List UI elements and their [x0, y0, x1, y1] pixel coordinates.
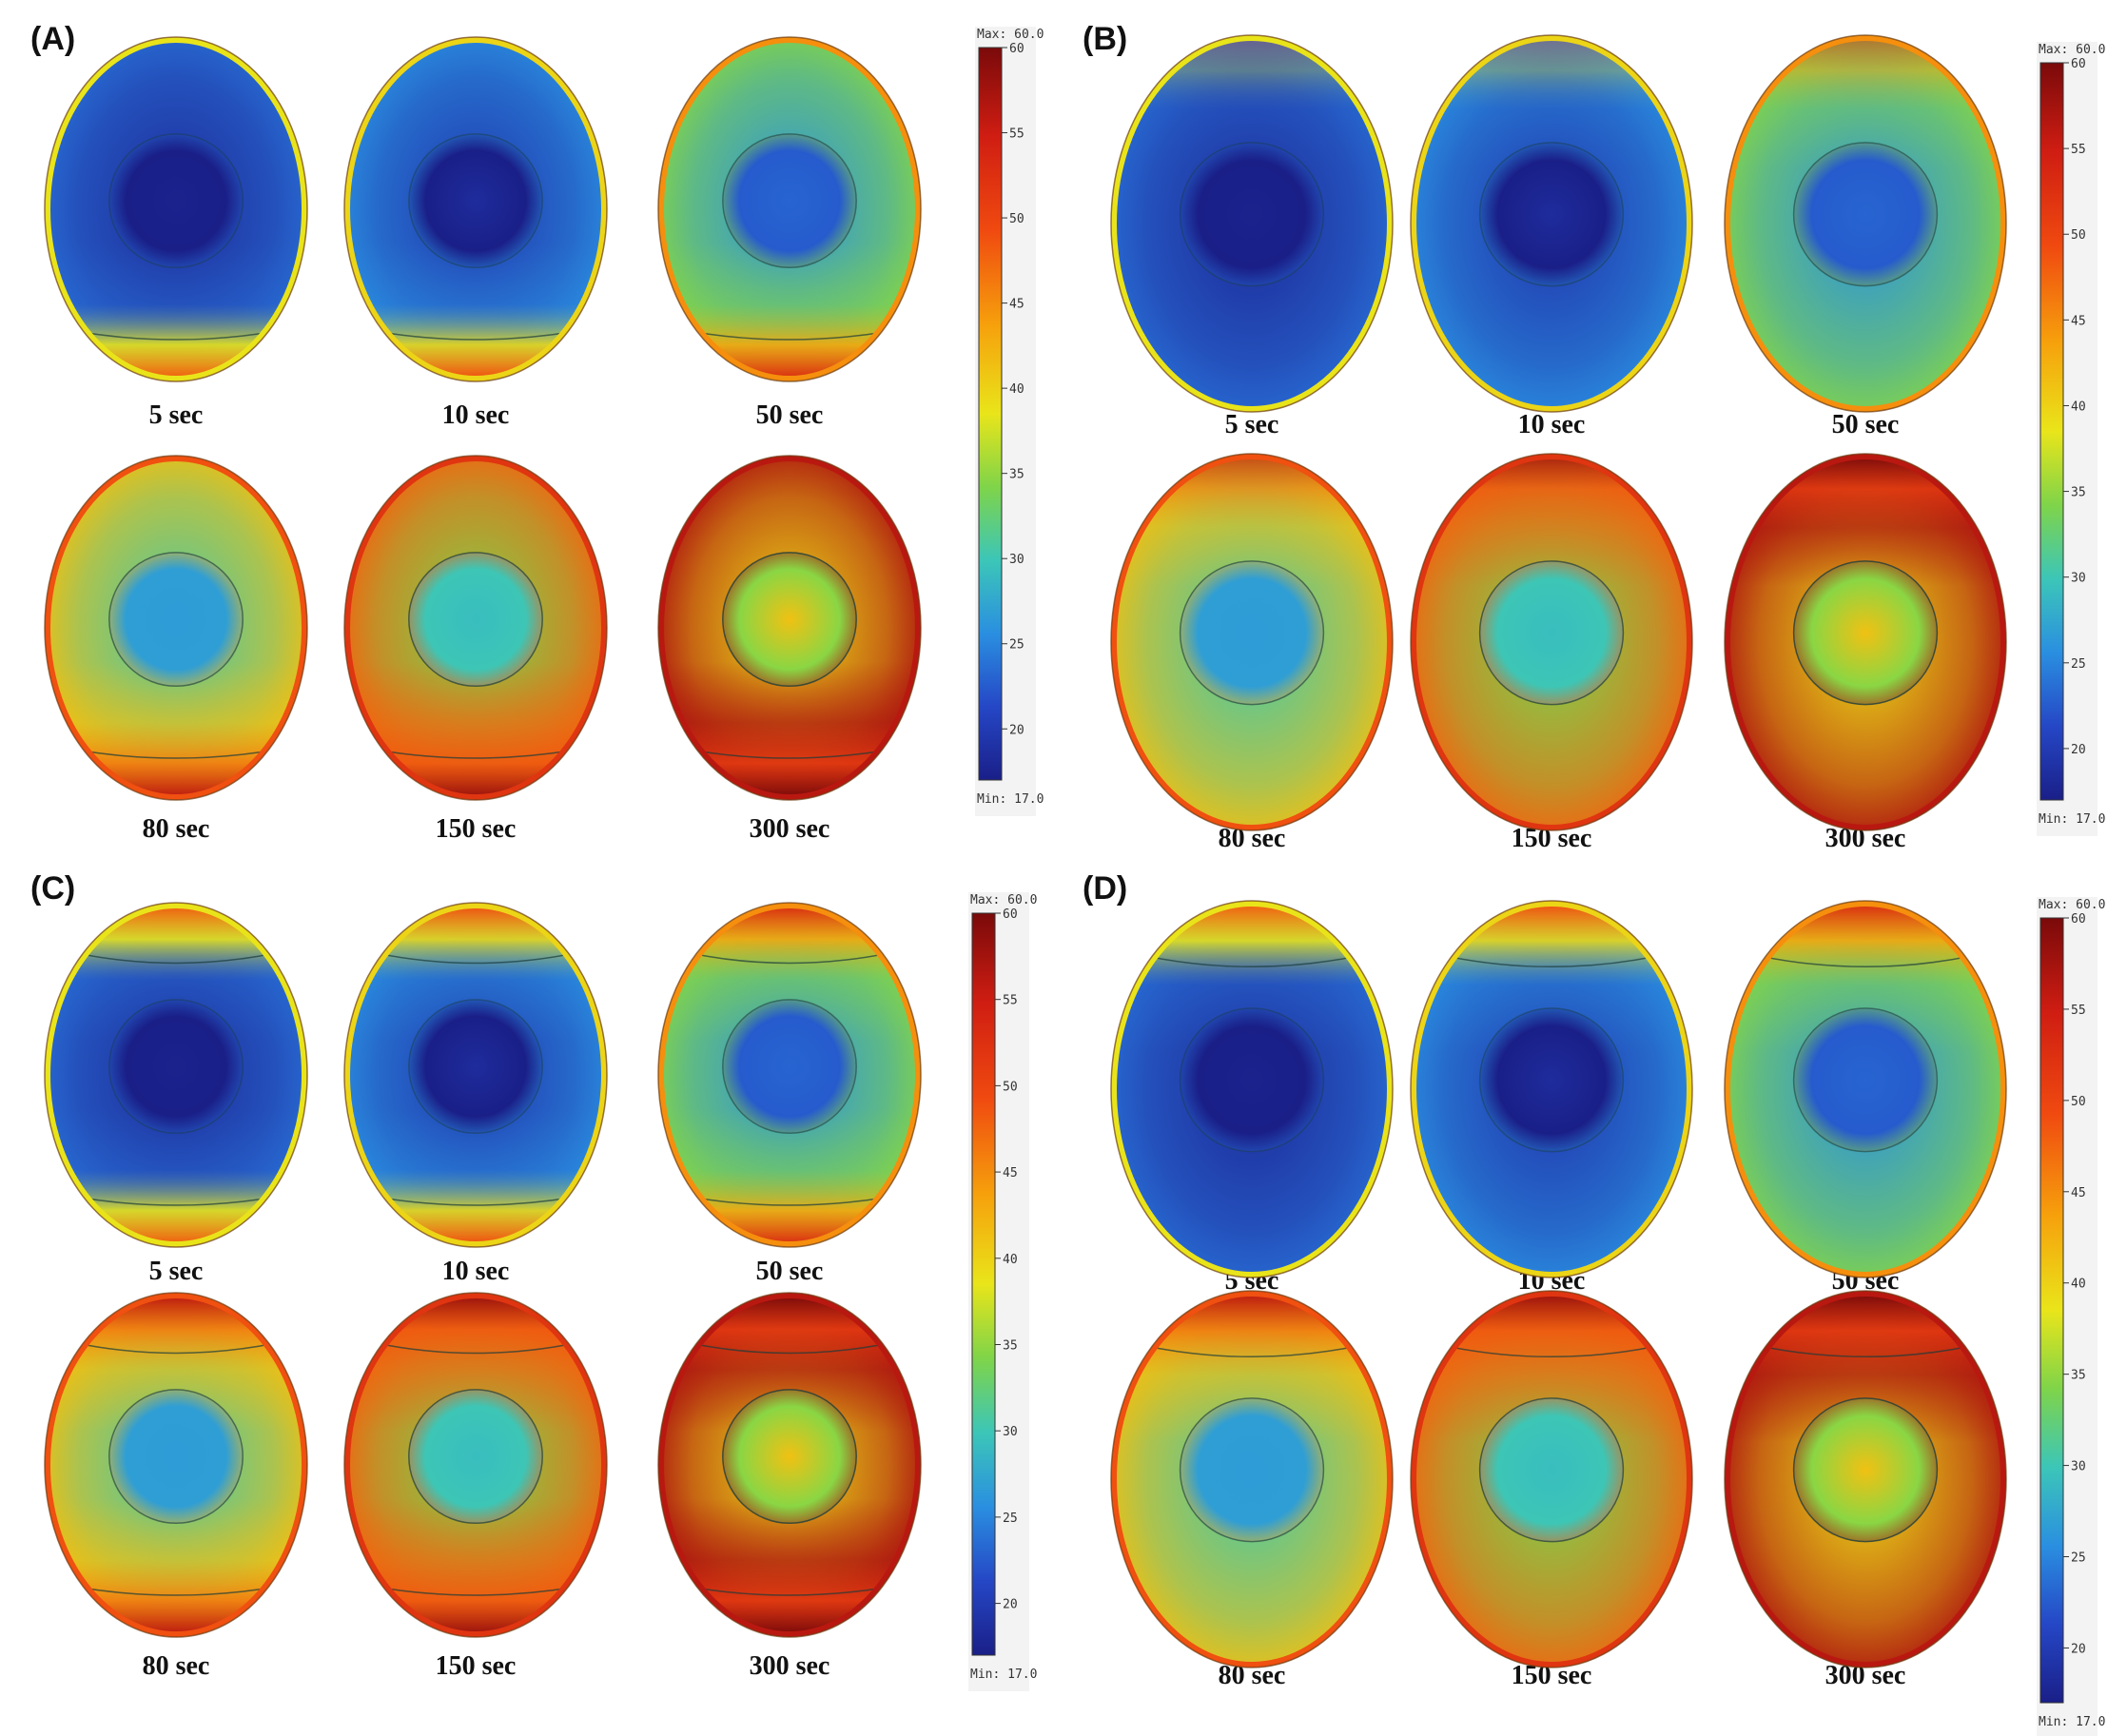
- time-label: 5 sec: [149, 1257, 204, 1286]
- time-label: 10 sec: [1518, 410, 1586, 439]
- colorbar-tick: 30: [1003, 1425, 1018, 1439]
- colorbar-min-label: Min: 17.0: [2039, 1715, 2105, 1729]
- colorbar-min-label: Min: 17.0: [970, 1668, 1037, 1682]
- time-label: 150 sec: [436, 814, 517, 844]
- colorbar: Max: 60.060 55 50 45 40 35 30 25 20 Min: 17.0: [2037, 897, 2105, 1736]
- egg-5-sec: [1110, 34, 1394, 413]
- colorbar: Max: 60.060 55 50 45 40 35 30 25 20 Min: 17.0: [968, 892, 1037, 1691]
- egg-50-sec: [1724, 34, 2007, 413]
- colorbar-tick: 25: [1003, 1512, 1018, 1526]
- colorbar-tick: 20: [2071, 743, 2086, 757]
- egg-80-sec: [44, 455, 308, 801]
- colorbar-tick: 20: [2071, 1642, 2086, 1656]
- time-label: 300 sec: [750, 1651, 830, 1681]
- colorbar-tick: 55: [1009, 127, 1024, 142]
- colorbar-tick: 25: [2071, 657, 2086, 672]
- panel-label: (D): [1083, 870, 1127, 907]
- colorbar-tick: 40: [1003, 1253, 1018, 1267]
- time-label: 50 sec: [1832, 410, 1900, 439]
- colorbar-tick: 30: [1009, 553, 1024, 567]
- egg-5-sec: [44, 36, 308, 382]
- egg-300-sec: [1724, 1290, 2007, 1668]
- colorbar-max-label: Max: 60.0: [2039, 898, 2105, 912]
- colorbar-max-label: Max: 60.0: [970, 893, 1037, 907]
- colorbar-max-label: Max: 60.0: [2039, 43, 2105, 57]
- egg-50-sec: [1724, 900, 2007, 1278]
- colorbar-min-label: Min: 17.0: [977, 792, 1044, 807]
- colorbar-tick: 30: [2071, 1460, 2086, 1474]
- colorbar: Max: 60.060 55 50 45 40 35 30 25 20 Min: 17.0: [2037, 42, 2105, 836]
- colorbar-tick: 40: [2071, 1278, 2086, 1292]
- colorbar-tick: 60: [1003, 907, 1018, 922]
- colorbar: Max: 60.060 55 50 45 40 35 30 25 20 Min: 17.0: [975, 27, 1044, 816]
- egg-150-sec: [343, 1292, 608, 1638]
- colorbar-tick: 60: [2071, 912, 2086, 927]
- egg-10-sec: [1410, 34, 1693, 413]
- colorbar-tick: 55: [2071, 1004, 2086, 1018]
- colorbar-tick: 35: [1003, 1338, 1018, 1353]
- colorbar-tick: 35: [2071, 486, 2086, 500]
- egg-80-sec: [1110, 453, 1394, 831]
- colorbar-tick: 45: [2071, 314, 2086, 328]
- time-label: 80 sec: [143, 814, 210, 844]
- egg-10-sec: [1410, 900, 1693, 1278]
- egg-80-sec: [44, 1292, 308, 1638]
- colorbar-tick: 55: [2071, 143, 2086, 157]
- colorbar-tick: 30: [2071, 572, 2086, 586]
- panel-label: (C): [30, 870, 75, 907]
- colorbar-min-label: Min: 17.0: [2039, 812, 2105, 827]
- colorbar-tick: 35: [1009, 468, 1024, 482]
- egg-300-sec: [657, 455, 922, 801]
- egg-5-sec: [44, 902, 308, 1248]
- time-label: 50 sec: [756, 400, 824, 430]
- colorbar-tick: 50: [1003, 1080, 1018, 1094]
- egg-50-sec: [657, 36, 922, 382]
- time-label: 80 sec: [143, 1651, 210, 1681]
- egg-10-sec: [343, 902, 608, 1248]
- colorbar-tick: 40: [2071, 400, 2086, 414]
- panel-label: (A): [30, 21, 75, 57]
- colorbar-tick: 50: [1009, 212, 1024, 226]
- egg-5-sec: [1110, 900, 1394, 1278]
- colorbar-tick: 50: [2071, 228, 2086, 243]
- colorbar-tick: 60: [2071, 57, 2086, 71]
- colorbar-tick: 25: [1009, 638, 1024, 653]
- time-label: 10 sec: [442, 400, 510, 430]
- colorbar-tick: 45: [1009, 298, 1024, 312]
- egg-10-sec: [343, 36, 608, 382]
- panel-label: (B): [1083, 21, 1127, 57]
- colorbar-tick: 20: [1003, 1598, 1018, 1612]
- colorbar-tick: 45: [1003, 1166, 1018, 1180]
- panel-c: (C) 5 sec 10 sec 50 sec 80 sec 150 sec 300 sec: [30, 870, 829, 1681]
- colorbar-max-label: Max: 60.0: [977, 28, 1044, 42]
- time-label: 300 sec: [750, 814, 830, 844]
- egg-80-sec: [1110, 1290, 1394, 1668]
- panel-a: (A) 5 sec 10 sec 50 sec 80 sec 150 sec 300 sec: [30, 21, 829, 844]
- time-label: 50 sec: [756, 1257, 824, 1286]
- time-label: 5 sec: [1225, 410, 1279, 439]
- time-label: 10 sec: [442, 1257, 510, 1286]
- colorbar-tick: 25: [2071, 1551, 2086, 1566]
- egg-150-sec: [1410, 453, 1693, 831]
- colorbar-tick: 35: [2071, 1369, 2086, 1383]
- egg-50-sec: [657, 902, 922, 1248]
- egg-150-sec: [343, 455, 608, 801]
- egg-150-sec: [1410, 1290, 1693, 1668]
- colorbar-tick: 55: [1003, 994, 1018, 1008]
- colorbar-tick: 50: [2071, 1095, 2086, 1109]
- colorbar-tick: 40: [1009, 382, 1024, 397]
- time-label: 5 sec: [149, 400, 204, 430]
- colorbar-tick: 60: [1009, 42, 1024, 56]
- egg-300-sec: [657, 1292, 922, 1638]
- colorbar-tick: 45: [2071, 1186, 2086, 1200]
- egg-300-sec: [1724, 453, 2007, 831]
- colorbar-tick: 20: [1009, 723, 1024, 737]
- time-label: 150 sec: [436, 1651, 517, 1681]
